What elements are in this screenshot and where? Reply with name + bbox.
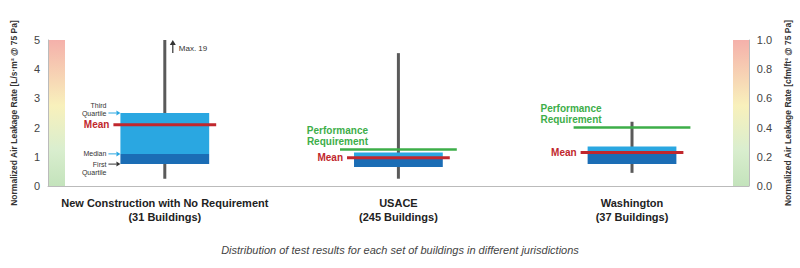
svg-text:Distribution of test results f: Distribution of test results for each se…	[221, 244, 579, 256]
svg-text:1: 1	[34, 151, 40, 163]
svg-text:3: 3	[34, 92, 40, 104]
svg-text:Median: Median	[83, 150, 106, 157]
svg-text:0.0: 0.0	[757, 180, 772, 192]
svg-text:Third: Third	[90, 102, 106, 109]
svg-text:0: 0	[34, 180, 40, 192]
svg-text:Normalized Air Leakage Rate [c: Normalized Air Leakage Rate [cfm/ft² @ 7…	[783, 20, 793, 206]
svg-text:First: First	[93, 161, 107, 168]
svg-text:Requirement: Requirement	[307, 136, 369, 147]
svg-text:New Construction with No Requi: New Construction with No Requirement	[61, 197, 269, 209]
svg-text:USACE: USACE	[379, 197, 418, 209]
svg-text:0.2: 0.2	[757, 151, 772, 163]
svg-text:(245 Buildings): (245 Buildings)	[359, 211, 438, 223]
svg-text:Requirement: Requirement	[540, 114, 602, 125]
svg-text:Performance: Performance	[540, 103, 602, 114]
svg-text:0.4: 0.4	[757, 122, 772, 134]
svg-text:4: 4	[34, 63, 40, 75]
svg-text:2: 2	[34, 122, 40, 134]
svg-text:Mean: Mean	[317, 152, 343, 163]
svg-text:Quartile: Quartile	[82, 169, 107, 177]
svg-text:Mean: Mean	[84, 119, 110, 130]
svg-text:0.8: 0.8	[757, 63, 772, 75]
svg-text:(37 Buildings): (37 Buildings)	[596, 211, 669, 223]
svg-text:Quartile: Quartile	[82, 110, 107, 118]
svg-text:(31 Buildings): (31 Buildings)	[128, 211, 201, 223]
svg-text:Normalized Air Leakage Rate [L: Normalized Air Leakage Rate [L/s·m² @ 75…	[9, 20, 19, 206]
svg-text:5: 5	[34, 34, 40, 46]
svg-text:1.0: 1.0	[757, 34, 772, 46]
svg-text:0.6: 0.6	[757, 92, 772, 104]
svg-text:Mean: Mean	[551, 147, 577, 158]
svg-text:Performance: Performance	[307, 125, 369, 136]
svg-text:Max. 19: Max. 19	[179, 44, 208, 53]
svg-text:Washington: Washington	[601, 197, 664, 209]
